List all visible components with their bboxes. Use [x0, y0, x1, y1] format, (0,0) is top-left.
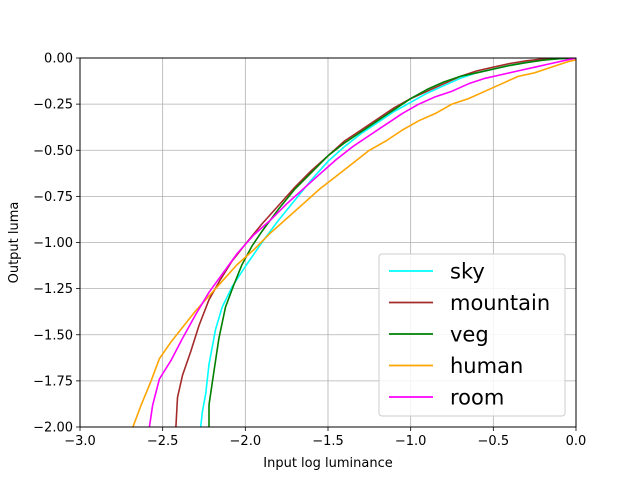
y-tick-label: 0.00	[44, 52, 73, 67]
series-line-veg	[208, 58, 576, 427]
series-lines	[132, 58, 576, 427]
y-tick-label: −1.25	[33, 282, 73, 297]
series-line-mountain	[175, 58, 576, 427]
legend-label-room: room	[450, 386, 504, 410]
x-tick-label: −1.0	[395, 434, 427, 449]
x-tick-label: −0.5	[478, 434, 510, 449]
legend-label-mountain: mountain	[450, 291, 550, 315]
y-tick-label: −0.25	[33, 98, 73, 113]
x-tick-label: −3.0	[64, 434, 96, 449]
x-axis-label: Input log luminance	[263, 456, 392, 471]
legend-label-sky: sky	[450, 260, 485, 284]
legend-box	[378, 253, 566, 417]
y-axis-label: Output luma	[7, 202, 22, 284]
y-tick-label: −0.50	[33, 144, 73, 159]
x-tick-label: −1.5	[312, 434, 344, 449]
y-tick-label: −1.50	[33, 328, 73, 343]
legend-label-human: human	[450, 354, 523, 378]
series-line-room	[148, 58, 576, 427]
x-tick-label: −2.0	[230, 434, 262, 449]
legend-label-veg: veg	[450, 323, 489, 347]
y-tick-label: −1.75	[33, 374, 73, 389]
axis-ticks: −3.0 −2.5 −2.0 −1.5 −1.0 −0.5 0.0 0.00 −0.25 −0.5…	[33, 52, 586, 450]
series-line-human	[132, 59, 576, 427]
legend: sky mountain veg human room	[378, 253, 566, 417]
x-tick-label: −2.5	[147, 434, 179, 449]
x-tick-label: 0.0	[566, 434, 587, 449]
y-tick-label: −2.00	[33, 421, 73, 436]
y-tick-label: −0.75	[33, 190, 73, 205]
y-tick-label: −1.00	[33, 236, 73, 251]
